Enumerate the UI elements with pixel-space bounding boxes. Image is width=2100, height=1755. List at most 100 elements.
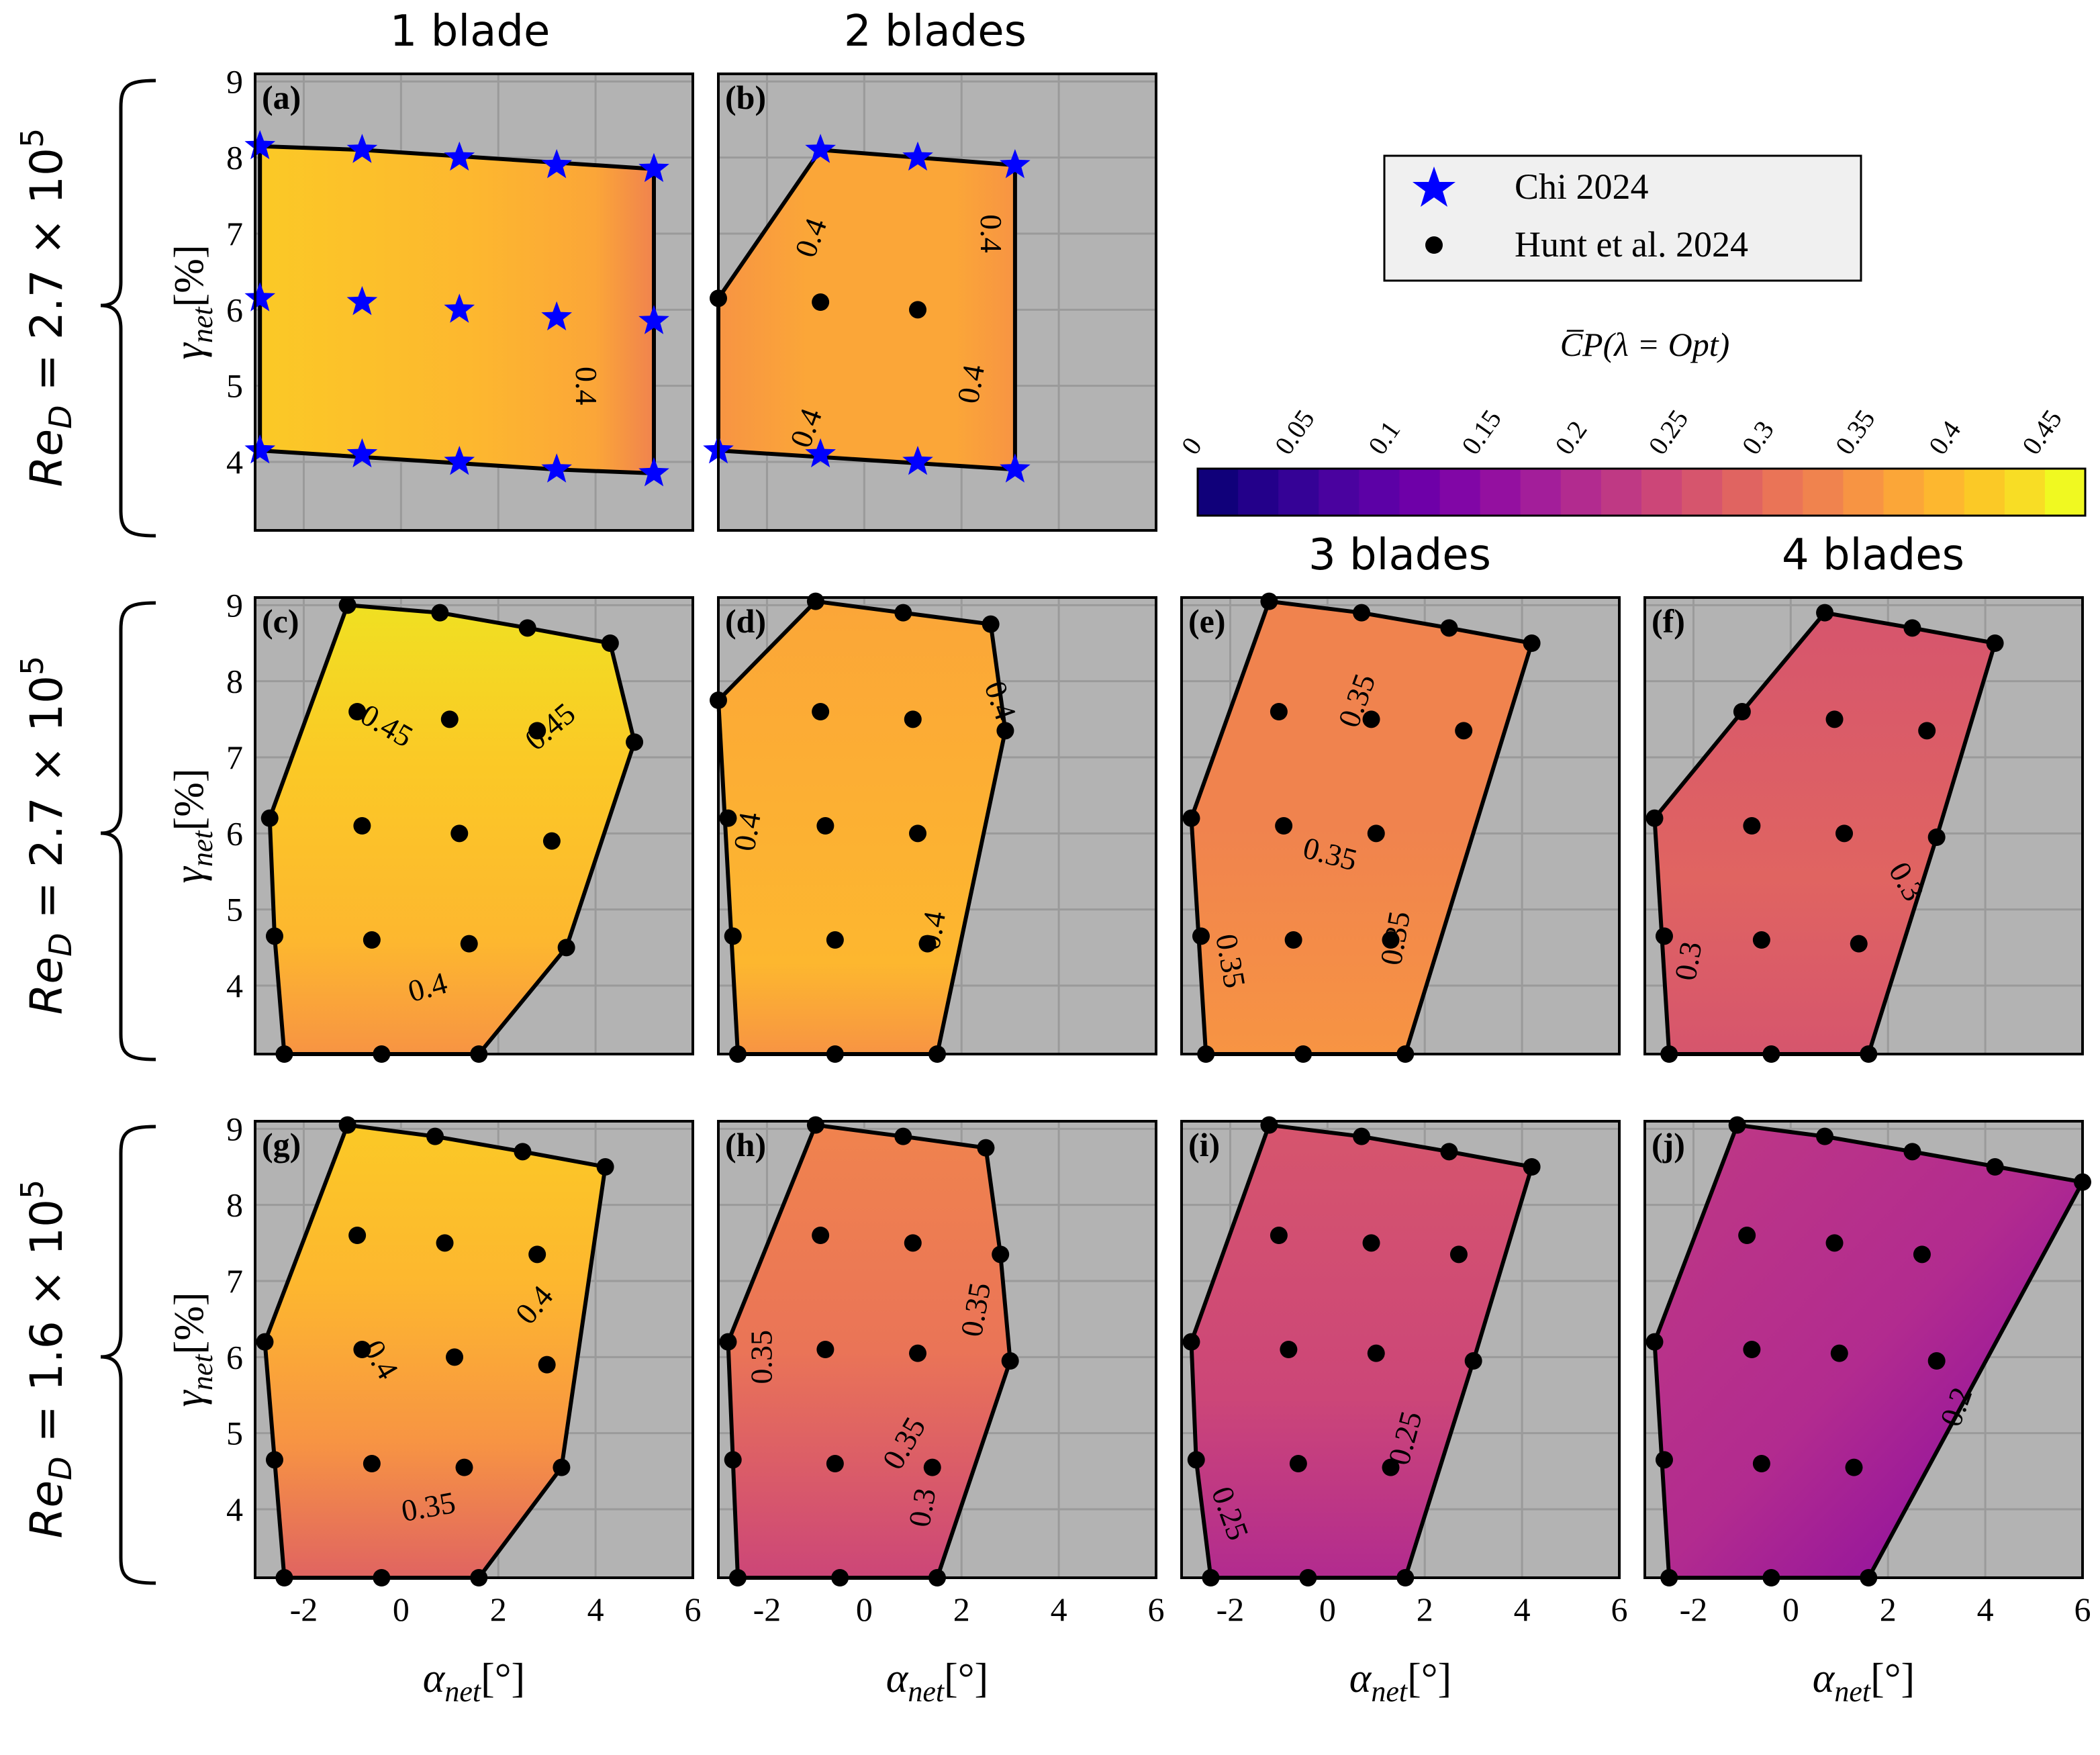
y-axis-label: γnet[%]: [166, 244, 219, 359]
colorbar-cell: [1682, 469, 1723, 516]
y-axis-label: γnet[%]: [166, 1292, 219, 1407]
panel-tag: (e): [1188, 602, 1226, 640]
y-tick-label: 4: [226, 443, 243, 481]
legend-dot-icon: [1425, 236, 1443, 254]
x-tick-label: 6: [685, 1591, 702, 1628]
legend-star-icon: [1413, 167, 1455, 207]
data-point-hunt: [1903, 619, 1921, 637]
data-point-hunt: [1752, 931, 1770, 949]
data-point-hunt: [601, 634, 619, 652]
y-tick-label: 4: [226, 967, 243, 1004]
data-point-hunt: [1733, 703, 1751, 720]
row-label-3-sub: D: [42, 1456, 79, 1480]
data-point-chi: [805, 134, 836, 163]
data-point-hunt: [1913, 1245, 1931, 1264]
data-point-hunt: [538, 1356, 556, 1374]
x-tick-label: -2: [290, 1591, 318, 1628]
data-point-hunt: [1382, 1458, 1400, 1476]
data-point-hunt: [904, 1234, 922, 1252]
y-tick-label: 5: [226, 367, 243, 405]
data-point-hunt: [440, 710, 459, 728]
data-point-hunt: [806, 1116, 824, 1134]
x-tick-label: 0: [1319, 1591, 1336, 1628]
data-point-chi: [541, 149, 572, 179]
y-tick-label: 9: [226, 586, 243, 624]
contour-label: 0.3: [902, 1486, 942, 1529]
colorbar-cell: [1480, 469, 1521, 516]
data-point-hunt: [1367, 1344, 1385, 1362]
data-point-hunt: [455, 1458, 473, 1476]
y-axis-label-symbol: γ: [166, 342, 212, 360]
x-tick-label: 2: [953, 1591, 970, 1628]
panel-f: 0.30.3(f): [1643, 596, 2084, 1063]
colorbar-cell: [1238, 469, 1279, 516]
data-point-hunt: [256, 1333, 274, 1351]
data-point-hunt: [1845, 1458, 1863, 1476]
colorbar-tick-label: 0.2: [1549, 415, 1593, 460]
data-point-hunt: [909, 1344, 927, 1362]
data-point-chi: [805, 438, 836, 468]
colorbar-cell: [1198, 469, 1239, 516]
panel-tag: (d): [725, 602, 766, 640]
row-label-3-re: Re: [21, 1480, 73, 1538]
y-axis-label-unit: [%]: [166, 1292, 212, 1354]
data-point-chi: [541, 301, 572, 331]
data-point-chi: [638, 305, 669, 334]
data-point-hunt: [724, 1451, 742, 1469]
data-point-hunt: [909, 301, 927, 319]
colorbar-cell: [1923, 469, 1965, 516]
data-point-hunt: [265, 1451, 283, 1469]
panel-tag: (j): [1652, 1126, 1685, 1164]
colorbar-frame: [1196, 467, 2087, 517]
data-point-hunt: [1655, 1451, 1673, 1469]
x-axis-label: αnet[°]: [1813, 1656, 1915, 1708]
contour-label: 0.4: [951, 362, 991, 406]
contour-label: 0.3: [1668, 939, 1708, 983]
colorbar-tick-label: 0.35: [1829, 404, 1881, 460]
colorbar-cell: [1520, 469, 1562, 516]
data-point-hunt: [1752, 1455, 1770, 1472]
panel-frame: [254, 596, 694, 1055]
colorbar-cell: [1359, 469, 1400, 516]
data-point-hunt: [918, 935, 937, 953]
colorbar: C̅P(λ = Opt) 0 0.05 0.1 0.15 0.2 0.25 0.3 0.35 0…: [1176, 326, 2087, 517]
data-point-hunt: [826, 1455, 844, 1472]
data-point-hunt: [894, 1127, 912, 1145]
row-label-2-re: Re: [21, 957, 73, 1014]
row-label-2-sub: D: [42, 933, 79, 956]
panel-frame: [717, 596, 1157, 1055]
panel-tag: (g): [262, 1126, 301, 1164]
x-tick-label: 0: [1782, 1591, 1799, 1628]
x-axis-label-sub: net: [1834, 1675, 1872, 1708]
data-point-hunt: [1825, 1234, 1844, 1252]
data-point-hunt: [596, 1158, 614, 1176]
data-point-hunt: [826, 931, 844, 949]
colorbar-cell: [1601, 469, 1642, 516]
data-point-hunt: [1192, 927, 1210, 945]
data-point-hunt: [260, 809, 279, 827]
data-point-hunt: [1455, 722, 1473, 740]
region-outline: [726, 1123, 1012, 1580]
data-point-hunt: [1835, 824, 1854, 843]
svg-text:ReD = 2.7 × 105: ReD = 2.7 × 105: [14, 128, 79, 487]
data-point-hunt: [1927, 1352, 1946, 1370]
data-point-hunt: [719, 809, 737, 827]
data-point-hunt: [1182, 809, 1200, 827]
panel-frame: [254, 1120, 694, 1579]
data-point-hunt: [1353, 1127, 1371, 1145]
panel-tag: (f): [1652, 602, 1685, 640]
data-point-hunt: [363, 931, 381, 949]
data-point-hunt: [528, 1245, 546, 1264]
contour-label: 0.35: [745, 1330, 779, 1384]
row-label-3-value: = 1.6 × 10: [21, 1199, 73, 1456]
colorbar-cells: [1198, 469, 2086, 516]
data-point-hunt: [719, 1333, 737, 1351]
data-point-hunt: [528, 722, 546, 740]
data-point-hunt: [1986, 634, 2004, 652]
data-point-chi: [444, 141, 475, 171]
data-point-hunt: [1903, 1143, 1921, 1161]
data-point-hunt: [460, 935, 478, 953]
x-axis-label-symbol: α: [1349, 1656, 1372, 1701]
